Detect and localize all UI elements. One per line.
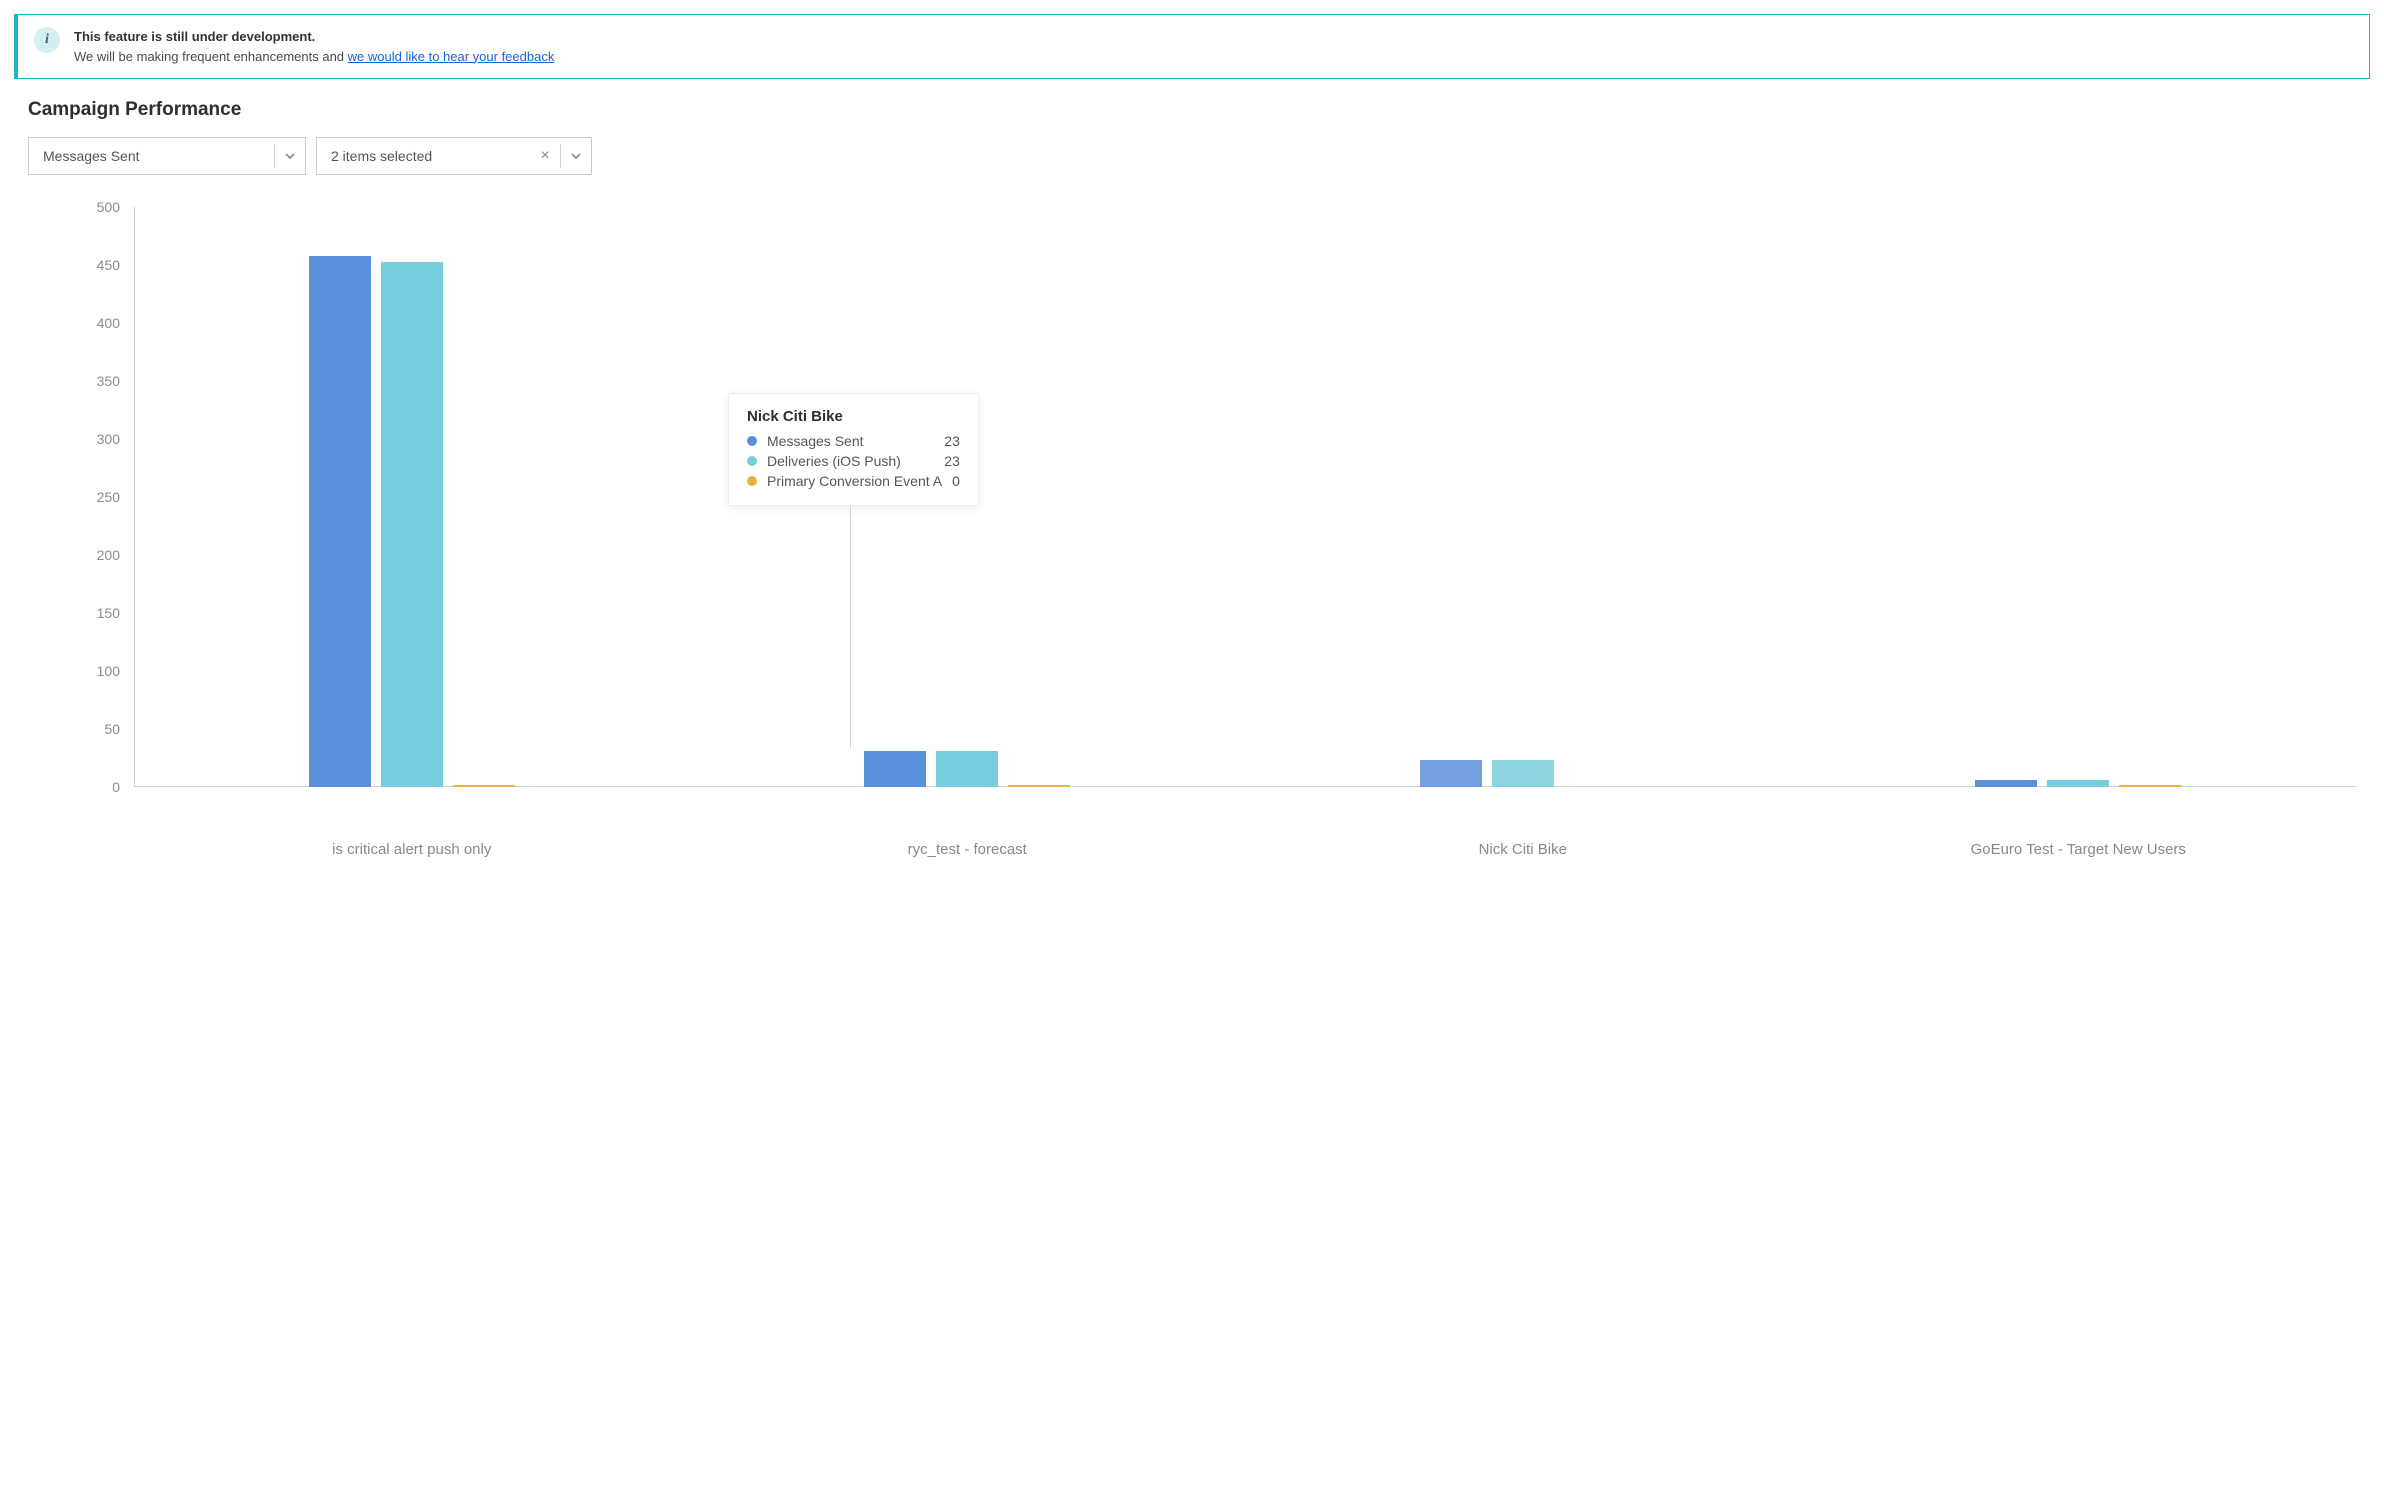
chevron-down-icon	[275, 138, 305, 174]
x-axis-label: ryc_test - forecast	[690, 841, 1246, 858]
legend-dot	[747, 436, 757, 446]
bar-group[interactable]	[1801, 207, 2357, 787]
bar[interactable]	[936, 751, 998, 787]
banner-text: This feature is still under development.…	[74, 27, 554, 66]
bar[interactable]	[2047, 780, 2109, 787]
bar[interactable]	[309, 256, 371, 787]
bar[interactable]	[1008, 785, 1070, 787]
y-tick-label: 400	[60, 315, 120, 331]
bar[interactable]	[1420, 760, 1482, 787]
banner-line1: This feature is still under development.	[74, 27, 554, 47]
x-axis-labels: is critical alert push onlyryc_test - fo…	[134, 827, 2356, 858]
chart-container: 050100150200250300350400450500 is critic…	[28, 197, 2356, 827]
bar[interactable]	[1492, 760, 1554, 787]
feedback-link[interactable]: we would like to hear your feedback	[348, 49, 555, 64]
legend-dot	[747, 476, 757, 486]
info-banner: i This feature is still under developmen…	[14, 14, 2370, 79]
clear-icon[interactable]: ×	[530, 138, 560, 174]
bar-group[interactable]	[1245, 207, 1801, 787]
tooltip-title: Nick Citi Bike	[747, 408, 960, 425]
y-tick-label: 450	[60, 257, 120, 273]
tooltip-row: Messages Sent 23	[747, 431, 960, 451]
bar-groups	[134, 207, 2356, 787]
bar[interactable]	[453, 785, 515, 787]
metric-select-label: Messages Sent	[29, 148, 274, 164]
tooltip-series-name: Primary Conversion Event A	[767, 473, 942, 489]
metric-select[interactable]: Messages Sent	[28, 137, 306, 175]
info-icon: i	[34, 27, 60, 53]
filter-select-label: 2 items selected	[317, 148, 530, 164]
tooltip-series-value: 0	[952, 473, 960, 489]
tooltip-row: Deliveries (iOS Push) 23	[747, 451, 960, 471]
y-tick-label: 150	[60, 605, 120, 621]
legend-dot	[747, 456, 757, 466]
y-tick-label: 500	[60, 199, 120, 215]
banner-line2: We will be making frequent enhancements …	[74, 47, 554, 67]
y-tick-label: 50	[60, 721, 120, 737]
controls-row: Messages Sent 2 items selected ×	[28, 137, 2356, 175]
filter-select[interactable]: 2 items selected ×	[316, 137, 592, 175]
bar-chart[interactable]: 050100150200250300350400450500	[98, 207, 2356, 787]
bar[interactable]	[864, 751, 926, 787]
page-title: Campaign Performance	[28, 99, 2356, 121]
x-axis-label: is critical alert push only	[134, 841, 690, 858]
y-tick-label: 100	[60, 663, 120, 679]
y-tick-label: 200	[60, 547, 120, 563]
tooltip-series-name: Deliveries (iOS Push)	[767, 453, 934, 469]
bar-group[interactable]	[134, 207, 690, 787]
y-tick-label: 300	[60, 431, 120, 447]
x-axis-label: Nick Citi Bike	[1245, 841, 1801, 858]
y-tick-label: 250	[60, 489, 120, 505]
tooltip-series-value: 23	[944, 453, 960, 469]
chart-tooltip: Nick Citi Bike Messages Sent23Deliveries…	[728, 393, 979, 506]
tooltip-row: Primary Conversion Event A 0	[747, 471, 960, 491]
tooltip-series-name: Messages Sent	[767, 433, 934, 449]
tooltip-series-value: 23	[944, 433, 960, 449]
chevron-down-icon	[561, 138, 591, 174]
bar[interactable]	[1975, 780, 2037, 787]
tooltip-stem	[850, 497, 851, 749]
bar[interactable]	[2119, 785, 2181, 787]
y-tick-label: 350	[60, 373, 120, 389]
y-tick-label: 0	[60, 779, 120, 795]
x-axis-label: GoEuro Test - Target New Users	[1801, 841, 2357, 858]
bar[interactable]	[381, 262, 443, 787]
